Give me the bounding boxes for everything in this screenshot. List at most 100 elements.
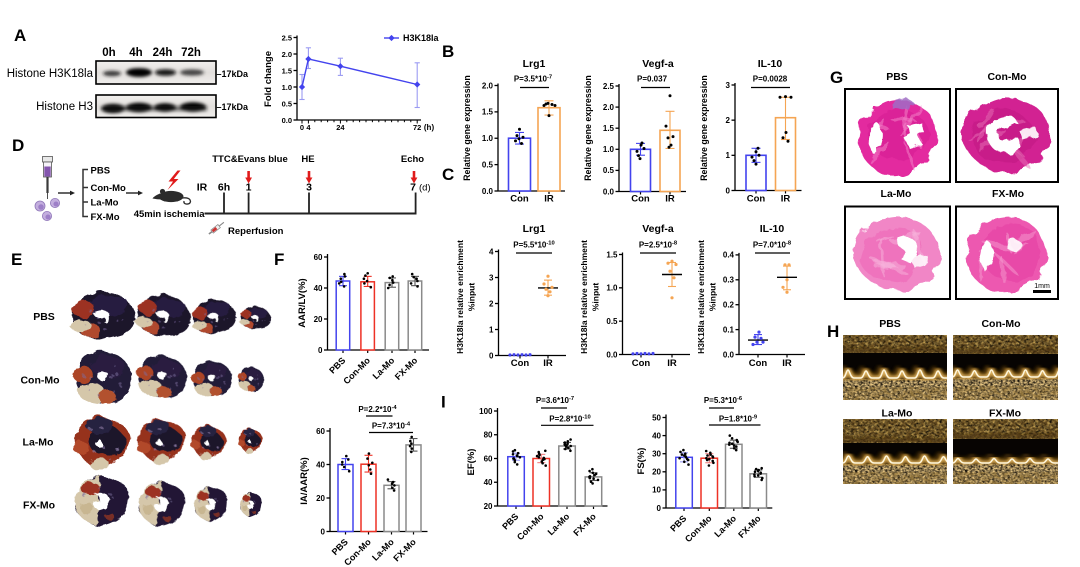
svg-text:PBS: PBS (879, 318, 901, 330)
svg-text:3: 3 (489, 273, 494, 282)
svg-text:1.0: 1.0 (482, 134, 494, 143)
svg-text:PBS: PBS (500, 511, 520, 531)
svg-text:%input: %input (591, 283, 601, 311)
svg-text:IR: IR (543, 358, 553, 369)
svg-text:0: 0 (657, 504, 662, 513)
svg-text:40: 40 (652, 431, 661, 440)
svg-text:P=7.0*10-8: P=7.0*10-8 (753, 241, 792, 250)
svg-text:6h: 6h (218, 182, 230, 194)
svg-text:1: 1 (726, 151, 731, 160)
svg-text:0.5: 0.5 (482, 160, 494, 169)
svg-text:D: D (12, 136, 24, 155)
svg-text:0: 0 (726, 186, 731, 195)
svg-text:P=0.037: P=0.037 (637, 75, 668, 84)
svg-text:Con: Con (510, 194, 529, 205)
svg-text:H3K18la: H3K18la (403, 33, 440, 43)
svg-text:IR: IR (781, 194, 791, 205)
svg-text:0.5: 0.5 (603, 166, 615, 175)
svg-text:0: 0 (489, 351, 494, 360)
svg-text:I: I (441, 393, 446, 412)
svg-text:P=5.5*10-10: P=5.5*10-10 (513, 241, 555, 250)
svg-text:Con-Mo: Con-Mo (981, 318, 1020, 330)
svg-text:IR: IR (544, 194, 554, 205)
svg-text:FX-Mo: FX-Mo (736, 513, 763, 540)
svg-text:Echo: Echo (401, 154, 424, 165)
svg-text:F: F (274, 250, 284, 269)
svg-text:PBS: PBS (886, 71, 908, 83)
svg-text:La-Mo: La-Mo (882, 408, 913, 420)
svg-text:Con-Mo: Con-Mo (683, 513, 714, 544)
svg-text:2.0: 2.0 (603, 103, 615, 112)
svg-text:IL-10: IL-10 (760, 223, 785, 235)
svg-text:0: 0 (318, 346, 323, 355)
svg-text:Con: Con (631, 194, 650, 205)
svg-text:Lrg1: Lrg1 (523, 58, 546, 70)
svg-text:La-Mo: La-Mo (370, 536, 396, 562)
svg-text:24h: 24h (153, 47, 173, 59)
svg-text:G: G (830, 68, 843, 87)
svg-text:0.0: 0.0 (482, 187, 494, 196)
svg-text:4: 4 (489, 247, 494, 256)
svg-text:FX-Mo: FX-Mo (989, 408, 1021, 420)
svg-text:IR: IR (667, 358, 677, 369)
svg-text:Con: Con (749, 358, 768, 369)
svg-text:%input: %input (708, 283, 718, 311)
svg-text:La-Mo: La-Mo (91, 198, 119, 209)
svg-text:FX-Mo: FX-Mo (91, 212, 120, 223)
svg-text:2.5: 2.5 (603, 82, 615, 91)
svg-text:PBS: PBS (330, 537, 350, 557)
svg-text:24: 24 (336, 123, 345, 132)
svg-text:0: 0 (321, 527, 326, 536)
svg-text:0.5: 0.5 (282, 99, 292, 108)
svg-text:–17kDa: –17kDa (217, 69, 250, 79)
svg-text:P=2.5*10-8: P=2.5*10-8 (639, 241, 678, 250)
svg-text:60: 60 (314, 253, 323, 262)
svg-text:2.5: 2.5 (282, 33, 292, 42)
svg-text:3: 3 (726, 81, 731, 90)
svg-text:–17kDa: –17kDa (217, 102, 250, 112)
svg-text:1.0: 1.0 (606, 284, 618, 293)
svg-text:IL-10: IL-10 (758, 58, 783, 70)
svg-text:40: 40 (314, 284, 323, 293)
svg-text:IR: IR (782, 358, 792, 369)
svg-text:2.0: 2.0 (282, 50, 292, 59)
svg-text:Reperfusion: Reperfusion (228, 226, 284, 237)
svg-text:P=7.3*10-4: P=7.3*10-4 (372, 422, 411, 431)
svg-text:0: 0 (300, 123, 304, 132)
svg-text:0.0: 0.0 (606, 350, 618, 359)
svg-text:Con: Con (632, 358, 651, 369)
svg-text:Relative gene expression: Relative gene expression (583, 75, 593, 181)
svg-text:4h: 4h (129, 47, 142, 59)
svg-text:20: 20 (314, 315, 323, 324)
svg-text:Relative gene expression: Relative gene expression (699, 75, 709, 181)
svg-text:C: C (442, 165, 454, 184)
svg-text:FX-Mo: FX-Mo (393, 355, 420, 382)
svg-text:Histone H3K18la: Histone H3K18la (7, 68, 94, 80)
svg-text:Con-Mo: Con-Mo (341, 355, 372, 386)
svg-text:PBS: PBS (668, 513, 688, 533)
svg-text:PBS: PBS (33, 311, 55, 323)
svg-text:PBS: PBS (91, 166, 111, 177)
svg-text:45min ischemia: 45min ischemia (134, 209, 205, 220)
svg-text:La-Mo: La-Mo (881, 188, 912, 200)
svg-text:Vegf-a: Vegf-a (642, 58, 674, 70)
svg-text:0.3: 0.3 (723, 276, 735, 285)
svg-text:1.0: 1.0 (603, 145, 615, 154)
svg-text:HE: HE (301, 154, 314, 165)
svg-text:100: 100 (479, 407, 493, 416)
svg-text:80: 80 (484, 431, 493, 440)
svg-text:3: 3 (306, 182, 312, 194)
svg-text:Con-Mo: Con-Mo (20, 375, 59, 387)
svg-text:0h: 0h (102, 47, 115, 59)
svg-text:La-Mo: La-Mo (712, 513, 738, 539)
svg-text:0.1: 0.1 (723, 325, 735, 334)
svg-text:1.5: 1.5 (603, 124, 615, 133)
svg-text:P=5.3*10-6: P=5.3*10-6 (704, 396, 743, 405)
svg-text:72h: 72h (181, 47, 201, 59)
svg-text:(d): (d) (419, 183, 431, 194)
svg-text:La-Mo: La-Mo (371, 355, 397, 381)
svg-text:0.0: 0.0 (603, 187, 615, 196)
svg-text:72: 72 (413, 123, 421, 132)
svg-text:1.5: 1.5 (482, 108, 494, 117)
svg-text:0.5: 0.5 (606, 317, 618, 326)
